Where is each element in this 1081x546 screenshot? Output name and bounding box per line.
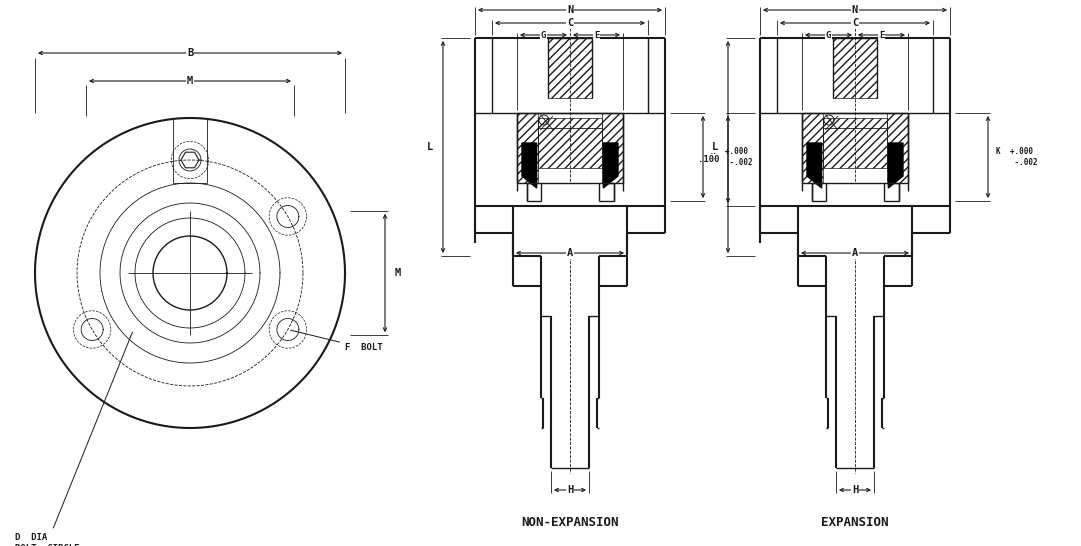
Text: E: E [593, 31, 599, 39]
Text: K  +.000
    -.002: K +.000 -.002 [996, 147, 1038, 167]
Text: EXPANSION: EXPANSION [822, 517, 889, 530]
Text: .100: .100 [698, 155, 720, 163]
Text: K  +.000
    -.002: K +.000 -.002 [711, 147, 752, 167]
Text: G: G [826, 31, 831, 39]
Polygon shape [538, 118, 602, 168]
Text: G: G [540, 31, 546, 39]
Text: H: H [852, 485, 858, 495]
Polygon shape [823, 118, 886, 168]
Polygon shape [889, 143, 903, 188]
Text: E: E [879, 31, 884, 39]
Text: B: B [187, 48, 193, 58]
Text: NON-EXPANSION: NON-EXPANSION [521, 517, 618, 530]
Polygon shape [522, 143, 536, 188]
Polygon shape [548, 38, 592, 98]
Text: M: M [395, 268, 401, 278]
Polygon shape [603, 143, 618, 188]
Text: C: C [566, 18, 573, 28]
Text: N: N [566, 5, 573, 15]
Text: M: M [187, 76, 193, 86]
Polygon shape [517, 113, 538, 183]
Text: A: A [566, 248, 573, 258]
Text: L: L [711, 142, 718, 152]
Polygon shape [886, 113, 908, 183]
Text: H: H [566, 485, 573, 495]
Text: L: L [427, 142, 433, 152]
Text: F  BOLT: F BOLT [291, 330, 383, 353]
Polygon shape [833, 38, 877, 98]
Text: A: A [852, 248, 858, 258]
Polygon shape [802, 113, 823, 183]
Polygon shape [602, 113, 623, 183]
Text: N: N [852, 5, 858, 15]
Text: C: C [852, 18, 858, 28]
Text: D  DIA
BOLT  CIRCLE: D DIA BOLT CIRCLE [15, 332, 133, 546]
Polygon shape [808, 143, 822, 188]
